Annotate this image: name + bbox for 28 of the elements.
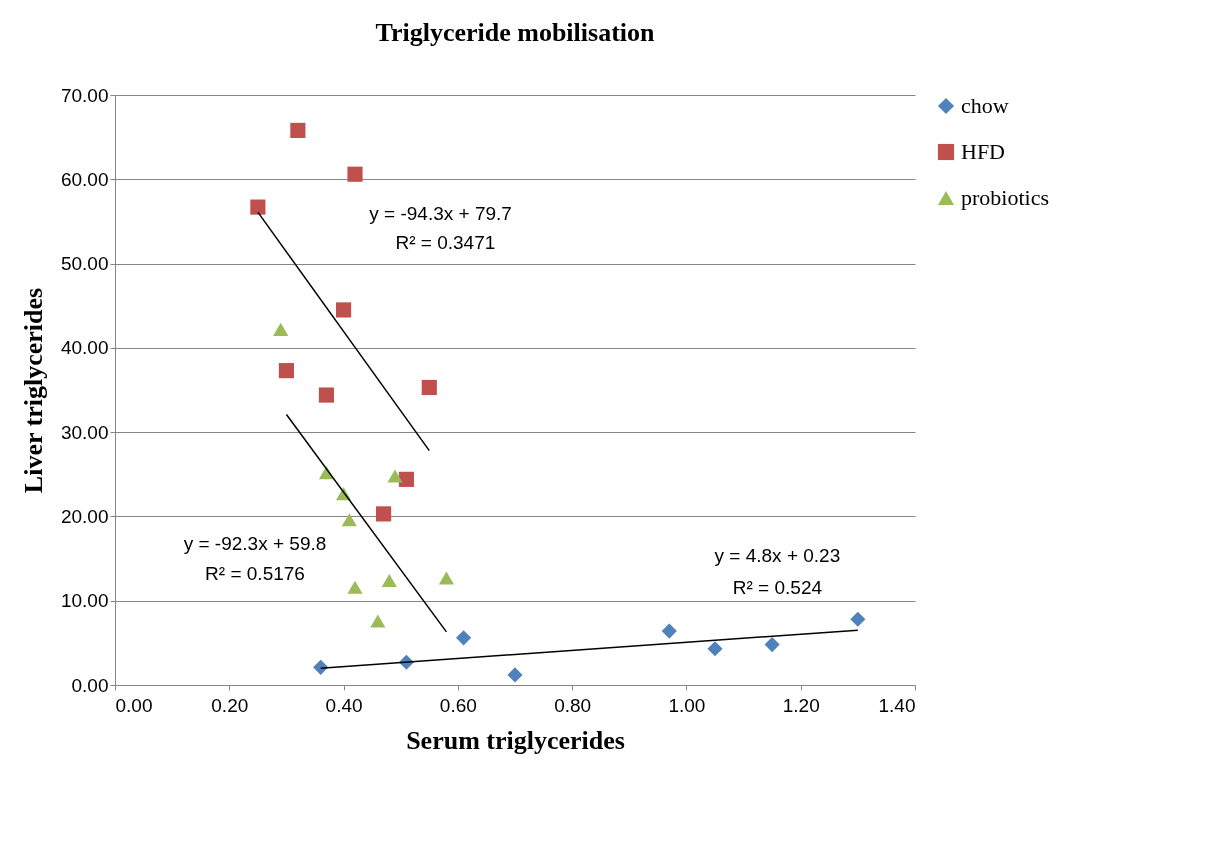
annotation: R² = 0.5176 — [205, 563, 305, 585]
x-axis-title: Serum triglycerides — [406, 725, 625, 755]
y-tick-label: 0.00 — [71, 674, 109, 696]
legend-label: HFD — [961, 139, 1006, 164]
y-tick-label: 20.00 — [60, 505, 109, 527]
annotation: R² = 0.3471 — [395, 231, 496, 253]
annotation: y = 4.8x + 0.23 — [714, 545, 841, 567]
x-tick-label: 0.60 — [439, 694, 477, 716]
x-tick-label: 1.40 — [878, 694, 916, 716]
x-tick-label: 1.20 — [782, 694, 820, 716]
legend-label: chow — [961, 93, 1009, 118]
y-tick-label: 30.00 — [60, 421, 109, 443]
chart-title: Triglyceride mobilisation — [375, 18, 656, 47]
y-tick-label: 40.00 — [60, 337, 109, 359]
x-tick-label: 0.20 — [211, 694, 249, 716]
x-tick-label: 0.80 — [554, 694, 592, 716]
x-tick-label: 1.00 — [668, 694, 706, 716]
annotation: y = -92.3x + 59.8 — [183, 532, 327, 554]
y-tick-label: 10.00 — [60, 590, 109, 612]
y-tick-label: 60.00 — [60, 168, 109, 190]
x-tick-label: 0.00 — [115, 694, 153, 716]
x-tick-label: 0.40 — [325, 694, 363, 716]
annotation: y = -94.3x + 79.7 — [369, 203, 512, 225]
legend-label: probiotics — [961, 185, 1049, 210]
annotation: R² = 0.524 — [732, 576, 823, 598]
y-axis-title: Liver triglycerides — [18, 287, 48, 494]
y-tick-label: 70.00 — [60, 84, 109, 106]
y-tick-label: 50.00 — [60, 253, 109, 275]
